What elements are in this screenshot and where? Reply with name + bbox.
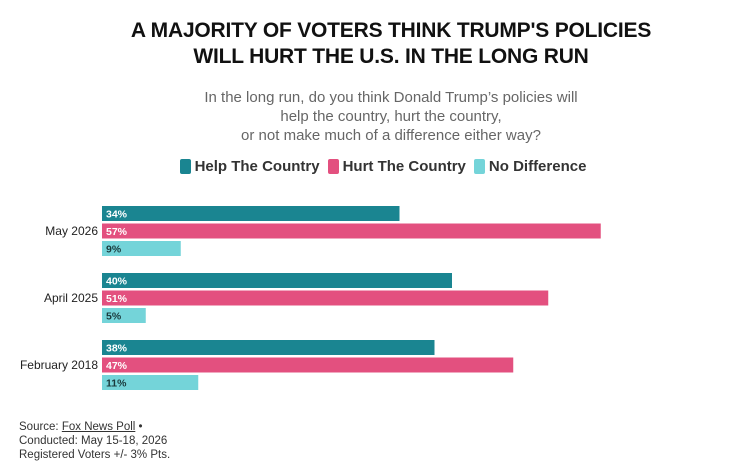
source-line: Source: Fox News Poll • (19, 420, 170, 434)
bar-may-2026-series-1 (102, 223, 601, 239)
bar-april-2025-series-1 (102, 290, 549, 306)
category-label-february-2018: February 2018 (20, 358, 98, 372)
legend-item-no-difference: No Difference (473, 158, 587, 175)
chart-subtitle: In the long run, do you think Donald Tru… (0, 88, 750, 145)
category-label-may-2026: May 2026 (45, 224, 98, 238)
legend-swatch-help (179, 159, 191, 174)
chart-title-line-1: A MAJORITY OF VOTERS THINK TRUMP'S POLIC… (130, 19, 652, 42)
legend-label-no-difference: No Difference (488, 158, 587, 175)
conducted-line: Conducted: May 15-18, 2026 (19, 435, 168, 447)
data-label-april-2025-series-2: 5% (106, 311, 122, 323)
legend-label-hurt: Hurt The Country (342, 158, 466, 175)
data-label-february-2018-series-0: 38% (106, 343, 128, 355)
data-label-may-2026-series-0: 34% (106, 209, 128, 221)
legend-swatch-no-difference (473, 159, 485, 174)
chart-footer: Source: Fox News Poll • Conducted: May 1… (19, 420, 170, 462)
chart-subtitle-line-3: or not make much of a difference either … (241, 127, 541, 144)
data-label-april-2025-series-0: 40% (106, 276, 128, 288)
chart-legend: Help The Country Hurt The Country No Dif… (0, 158, 750, 175)
data-label-february-2018-series-1: 47% (106, 360, 128, 372)
source-link[interactable]: Fox News Poll (61, 421, 136, 433)
bar-february-2018-series-2 (102, 375, 199, 390)
bar-february-2018-series-1 (102, 357, 514, 373)
bar-may-2026-series-0 (102, 206, 400, 221)
data-label-february-2018-series-2: 11% (106, 378, 127, 390)
chart-title-line-2: WILL HURT THE U.S. IN THE LONG RUN (193, 45, 589, 68)
legend-item-help: Help The Country (179, 158, 320, 175)
source-suffix: • (135, 421, 143, 433)
bar-may-2026-series-2 (102, 241, 181, 256)
legend-label-help: Help The Country (194, 158, 320, 175)
chart-title: A MAJORITY OF VOTERS THINK TRUMP'S POLIC… (0, 18, 750, 70)
chart-subtitle-line-2: help the country, hurt the country, (280, 108, 502, 125)
category-label-april-2025: April 2025 (44, 291, 98, 305)
data-label-may-2026-series-1: 57% (106, 226, 128, 238)
legend-item-hurt: Hurt The Country (327, 158, 466, 175)
source-prefix: Source: (19, 421, 62, 433)
data-label-may-2026-series-2: 9% (106, 244, 122, 256)
bar-february-2018-series-0 (102, 340, 435, 355)
chart-subtitle-line-1: In the long run, do you think Donald Tru… (204, 89, 578, 106)
bar-april-2025-series-2 (102, 308, 146, 323)
sample-line: Registered Voters +/- 3% Pts. (19, 449, 171, 461)
bar-chart: 34% 57% 9% May 2026 40% 51% 5% April 2025 38% 47%… (20, 206, 601, 390)
data-label-april-2025-series-1: 51% (106, 293, 128, 305)
legend-swatch-hurt (327, 159, 339, 174)
bar-april-2025-series-0 (102, 273, 452, 288)
